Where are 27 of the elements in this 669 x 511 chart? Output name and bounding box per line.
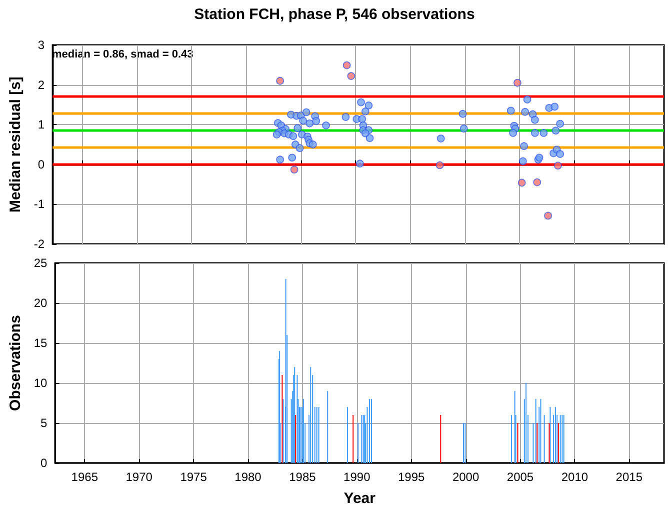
- x-tick-label: 1975: [180, 470, 208, 484]
- x-tick-label: 2000: [452, 470, 480, 484]
- y-axis-title: Median residual [s]: [7, 76, 24, 212]
- y-tick-label: 15: [34, 336, 48, 350]
- y-tick-label: 3: [38, 38, 45, 52]
- y-tick-label: 0: [38, 157, 45, 172]
- x-tick-label: 2010: [561, 470, 588, 484]
- y-tick-label: 25: [34, 256, 48, 270]
- x-axis-title: Year: [344, 490, 376, 507]
- x-tick-label: 1995: [398, 470, 426, 484]
- x-tick-label: 1965: [71, 470, 98, 484]
- y-tick-label: -1: [34, 197, 45, 212]
- x-tick-label: 2005: [506, 470, 534, 484]
- y-tick-label: 20: [34, 296, 48, 310]
- x-tick-label: 1985: [289, 470, 316, 484]
- chart-title: Station FCH, phase P, 546 observations: [194, 6, 475, 23]
- y-tick-label: 1: [38, 118, 45, 132]
- y-tick-label: 2: [38, 78, 45, 92]
- y-tick-label: 10: [34, 376, 48, 390]
- x-tick-label: 2015: [616, 470, 643, 484]
- x-tick-label: 1970: [126, 470, 153, 484]
- y-axis-title: Observations: [7, 315, 24, 411]
- y-tick-label: 0: [40, 456, 48, 470]
- x-tick-label: 1980: [234, 470, 262, 484]
- y-tick-label: 5: [40, 416, 48, 430]
- x-tick-label: 1990: [344, 470, 371, 484]
- y-tick-label: -2: [34, 237, 45, 251]
